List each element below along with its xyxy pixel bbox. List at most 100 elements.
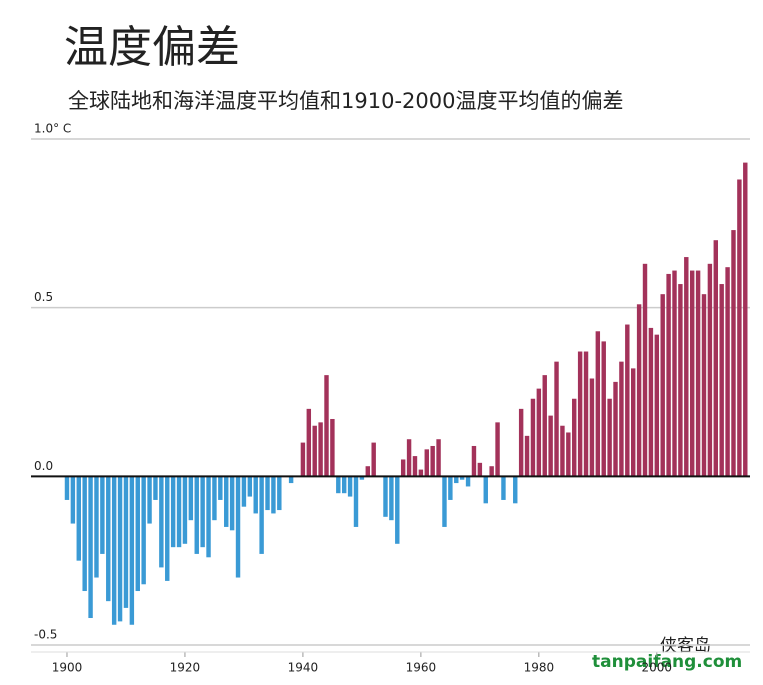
bar	[88, 476, 93, 619]
bar	[554, 361, 559, 477]
chart-subtitle: 全球陆地和海洋温度平均值和1910-2000温度平均值的偏差	[68, 89, 623, 113]
bar	[265, 476, 270, 511]
bar	[743, 162, 748, 477]
bar	[471, 445, 477, 477]
bar	[206, 476, 211, 558]
bar	[654, 334, 660, 477]
bar	[642, 263, 648, 477]
bar	[406, 439, 412, 477]
bar	[389, 476, 394, 521]
bar	[235, 476, 241, 578]
bar	[436, 439, 441, 477]
bar	[459, 476, 465, 480]
y-tick-label: 1.0° C	[34, 122, 71, 136]
bar	[448, 476, 453, 500]
bar	[412, 456, 418, 477]
bar	[359, 476, 365, 480]
bar	[695, 270, 701, 477]
bar	[607, 398, 612, 477]
bar	[76, 476, 81, 561]
bar	[395, 476, 400, 544]
bar	[689, 270, 695, 477]
watermark: tanpaifang.com	[592, 652, 742, 672]
bar	[141, 476, 146, 585]
bar	[341, 476, 347, 494]
bar	[489, 466, 494, 477]
bar	[530, 398, 536, 477]
bar	[495, 422, 500, 477]
bar	[194, 476, 199, 554]
bar	[725, 267, 730, 477]
bar	[454, 476, 459, 484]
bar	[542, 375, 547, 477]
bar	[737, 179, 742, 477]
bar	[601, 341, 606, 477]
bar	[94, 476, 99, 578]
bar	[271, 476, 276, 514]
bar	[371, 442, 376, 477]
bar	[465, 476, 471, 487]
bar	[147, 476, 152, 524]
bar	[631, 368, 636, 477]
bar	[165, 476, 170, 581]
bar	[111, 476, 117, 625]
bar	[707, 263, 713, 477]
chart-title: 温度偏差	[64, 22, 240, 73]
bar	[731, 230, 736, 477]
bar	[253, 476, 258, 514]
bar	[259, 476, 264, 554]
x-tick-label: 1900	[52, 661, 83, 675]
bar	[566, 432, 571, 477]
bar	[678, 284, 683, 477]
bar	[625, 324, 630, 477]
bar	[353, 476, 359, 527]
bar	[383, 476, 388, 517]
bar	[477, 462, 483, 477]
bar	[129, 476, 135, 625]
bar	[713, 240, 719, 477]
x-tick-label: 1980	[524, 661, 555, 675]
bar	[182, 476, 188, 544]
bar	[224, 476, 229, 527]
bar	[106, 476, 111, 602]
bar	[300, 442, 306, 477]
bar	[442, 476, 447, 527]
bar	[159, 476, 164, 568]
bar	[400, 459, 406, 477]
bar	[100, 476, 105, 554]
bar	[418, 469, 424, 477]
bar	[572, 398, 577, 477]
bar	[701, 294, 707, 477]
bar	[365, 466, 371, 477]
bar	[666, 273, 671, 477]
y-tick-label: 0.5	[34, 290, 53, 304]
bar	[536, 388, 542, 477]
bar	[123, 476, 129, 608]
y-tick-label: -0.5	[34, 628, 57, 642]
bar	[170, 476, 176, 548]
bar	[247, 476, 253, 497]
bar	[229, 476, 235, 531]
bar	[70, 476, 76, 524]
bar	[330, 418, 335, 477]
bar	[200, 476, 205, 548]
bar	[660, 294, 665, 477]
bar	[212, 476, 217, 521]
bar	[153, 476, 158, 500]
bar	[548, 415, 553, 477]
watermark: 侠客岛	[660, 636, 711, 656]
bar	[524, 435, 530, 477]
x-tick-label: 2000	[642, 661, 673, 675]
bar	[613, 381, 618, 477]
bar	[577, 351, 583, 477]
bar	[719, 284, 724, 477]
bar	[135, 476, 140, 592]
bar	[483, 476, 488, 504]
bar	[288, 476, 294, 484]
bar	[513, 476, 518, 504]
bar	[430, 445, 435, 477]
bar	[64, 476, 70, 500]
bar	[636, 304, 642, 477]
